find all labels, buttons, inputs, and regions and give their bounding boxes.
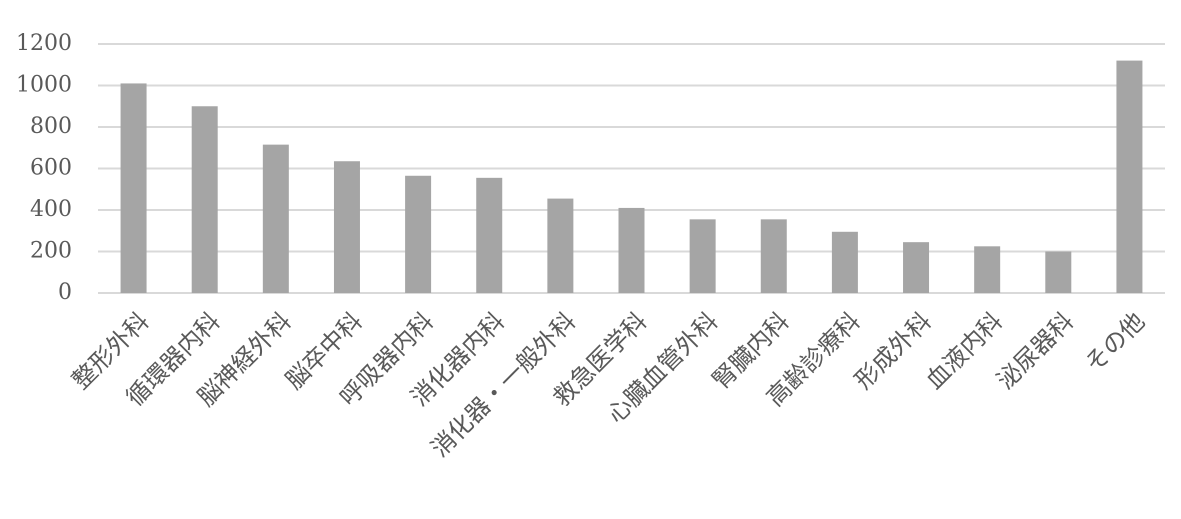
x-tick-label: 形成外科: [849, 307, 937, 395]
bar: [1116, 60, 1143, 293]
bar: [405, 175, 432, 293]
bar: [1045, 251, 1072, 293]
y-tick-label: 800: [30, 114, 72, 139]
bar: [974, 246, 1001, 293]
bar: [618, 207, 645, 293]
bar: [191, 106, 218, 293]
y-tick-label: 1200: [16, 31, 72, 56]
bar: [547, 198, 574, 293]
bar: [262, 144, 289, 293]
y-tick-label: 1000: [16, 73, 72, 98]
bar: [831, 231, 858, 293]
y-tick-label: 600: [30, 156, 72, 181]
y-tick-label: 200: [30, 239, 72, 264]
bar: [689, 219, 716, 293]
bar: [333, 161, 360, 293]
x-tick-label: 泌尿器科: [991, 307, 1079, 395]
bar: [760, 219, 787, 293]
y-tick-label: 0: [58, 280, 72, 305]
y-tick-label: 400: [30, 197, 72, 222]
bar: [476, 177, 503, 293]
x-tick-label: その他: [1080, 307, 1151, 378]
bar: [120, 83, 147, 293]
bar: [903, 242, 930, 293]
x-tick-label: 血液内科: [920, 307, 1008, 395]
